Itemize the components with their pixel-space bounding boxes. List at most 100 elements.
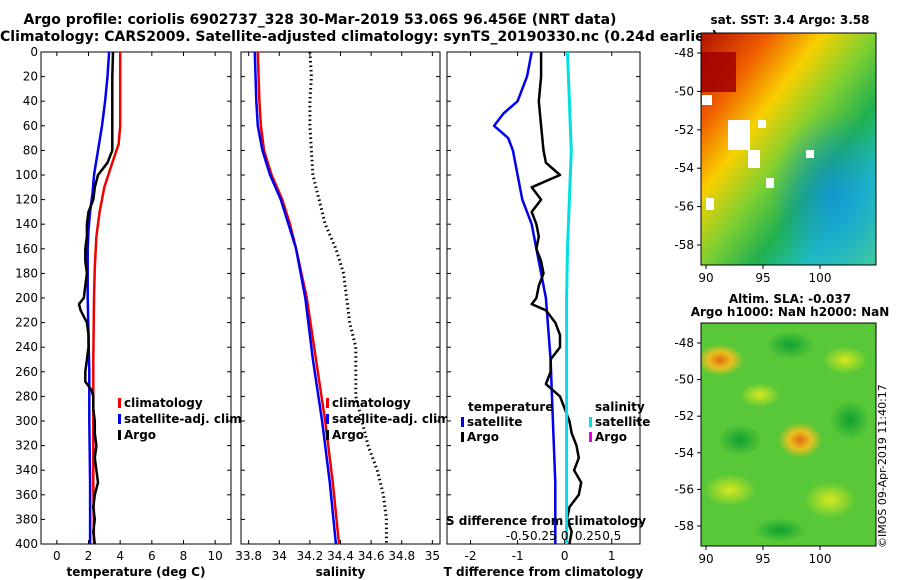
y-tick-label: 120 — [15, 193, 38, 207]
x-tick-label: 2 — [85, 549, 93, 563]
x-tick-label: 4 — [116, 549, 124, 563]
x-tick-label: -2 — [465, 549, 477, 563]
y-tick-label: 80 — [23, 143, 38, 157]
legend-swatch — [326, 414, 329, 424]
x-tick-label: 34.2 — [297, 549, 324, 563]
y-tick-label: 280 — [15, 389, 38, 403]
map-x-tick-label: 100 — [809, 271, 832, 285]
y-tick-label: 240 — [15, 340, 38, 354]
legend-title: salinity — [595, 400, 645, 414]
map-y-tick-label: -52 — [674, 409, 694, 423]
y-tick-label: 40 — [23, 94, 38, 108]
temperature-panel: 0204060801001201401601802002202402602803… — [15, 45, 246, 579]
map-y-tick-label: -52 — [674, 123, 694, 137]
sst-map-title: sat. SST: 3.4 Argo: 3.58 — [710, 13, 870, 27]
x-tick-label-secondary: -0.5 — [506, 529, 529, 543]
x-tick-label: 0 — [53, 549, 61, 563]
sst-map — [701, 33, 876, 265]
map-y-tick-label: -48 — [674, 336, 694, 350]
series-line-t-argo — [530, 52, 583, 545]
x-axis-label: salinity — [316, 565, 366, 579]
sla-map — [701, 323, 876, 546]
legend-label: Argo — [595, 430, 627, 444]
plot-frame — [446, 51, 641, 545]
legend-swatch — [589, 432, 592, 442]
x-tick-label: 35 — [425, 549, 440, 563]
legend-label: Argo — [124, 428, 156, 442]
series-line-climatology — [256, 51, 341, 545]
map-y-tick-label: -50 — [674, 84, 694, 98]
legend-swatch — [461, 417, 464, 427]
series-line-satellite-adj-clim- — [253, 51, 338, 545]
y-tick-label: 20 — [23, 70, 38, 84]
y-tick-label: 0 — [30, 45, 38, 59]
x-tick-label: 34 — [272, 549, 287, 563]
legend-label: satellite — [595, 415, 650, 429]
y-tick-label: 100 — [15, 168, 38, 182]
sla-map-frame — [700, 322, 877, 547]
y-tick-label: 200 — [15, 291, 38, 305]
map-x-tick-label: 90 — [698, 271, 713, 285]
y-tick-label: 300 — [15, 414, 38, 428]
map-x-tick-label: 100 — [809, 552, 832, 566]
map-y-tick-label: -58 — [674, 238, 694, 252]
y-tick-label: 60 — [23, 119, 38, 133]
legend-label: satellite-adj. clim. — [124, 412, 246, 426]
x-axis-label-secondary: S difference from climatology — [446, 514, 646, 528]
map-y-tick-label: -58 — [674, 519, 694, 533]
x-axis-label: T difference from climatology — [444, 565, 644, 579]
map-y-tick-label: -54 — [674, 161, 694, 175]
series-line-climatology — [92, 52, 122, 545]
legend-swatch — [326, 430, 329, 440]
y-tick-label: 180 — [15, 266, 38, 280]
plot-frame — [40, 51, 232, 545]
legend-label: climatology — [124, 396, 203, 410]
x-tick-label-secondary: -0.25 — [526, 529, 557, 543]
legend-label: climatology — [332, 396, 411, 410]
map-y-tick-label: -54 — [674, 446, 694, 460]
x-tick-label: 8 — [180, 549, 188, 563]
salinity-panel: 33.8 34 34.2 34.4 34.6 34.8 35 salinity climatol… — [235, 51, 454, 579]
map-y-tick-label: -56 — [674, 482, 694, 496]
y-tick-label: 220 — [15, 316, 38, 330]
sla-map-axes: -48 -50 -52 -54 -56 -58 90 95 100 — [674, 336, 831, 566]
chart-title-line1: Argo profile: coriolis 6902737_328 30-Ma… — [23, 12, 617, 28]
map-y-tick-label: -48 — [674, 46, 694, 60]
y-tick-label: 160 — [15, 242, 38, 256]
difference-panel: -2 -1 0 1 T difference from climatology tempe… — [444, 51, 650, 579]
x-tick-label: 33.8 — [235, 549, 262, 563]
series-line-argo — [308, 51, 388, 544]
series-line-s-satellite — [565, 51, 573, 544]
legend-swatch — [326, 398, 329, 408]
sst-map-frame — [700, 32, 877, 266]
sla-map-title: Altim. SLA: -0.037 — [728, 292, 852, 306]
legend-label: Argo — [467, 430, 499, 444]
map-y-tick-label: -56 — [674, 200, 694, 214]
x-tick-label-secondary: 0.25 — [575, 529, 602, 543]
x-tick-label: -1 — [512, 549, 524, 563]
chart-title-line2: Climatology: CARS2009. Satellite-adjuste… — [0, 29, 718, 45]
plot-frame — [240, 51, 441, 545]
x-tick-label: 34.8 — [388, 549, 415, 563]
map-x-tick-label: 95 — [755, 552, 770, 566]
x-tick-label-secondary: 0.5 — [602, 529, 621, 543]
x-tick-label: 0 — [561, 549, 569, 563]
legend-swatch — [461, 432, 464, 442]
y-tick-label: 360 — [15, 488, 38, 502]
y-tick-label: 380 — [15, 512, 38, 526]
legend-title: temperature — [468, 400, 553, 414]
x-axis-label: temperature (deg C) — [67, 565, 206, 579]
sla-map-subtitle: Argo h1000: NaN h2000: NaN — [690, 305, 890, 319]
legend-swatch — [589, 417, 592, 427]
legend-swatch — [118, 398, 121, 408]
series-line-argo — [77, 51, 115, 545]
y-tick-label: 140 — [15, 217, 38, 231]
map-y-tick-label: -50 — [674, 373, 694, 387]
legend-label: satellite-adj. clim. — [332, 412, 454, 426]
x-tick-label: 34.6 — [358, 549, 385, 563]
legend-swatch — [118, 430, 121, 440]
map-x-tick-label: 95 — [755, 271, 770, 285]
x-tick-label: 10 — [208, 549, 223, 563]
y-tick-label: 400 — [15, 537, 38, 551]
